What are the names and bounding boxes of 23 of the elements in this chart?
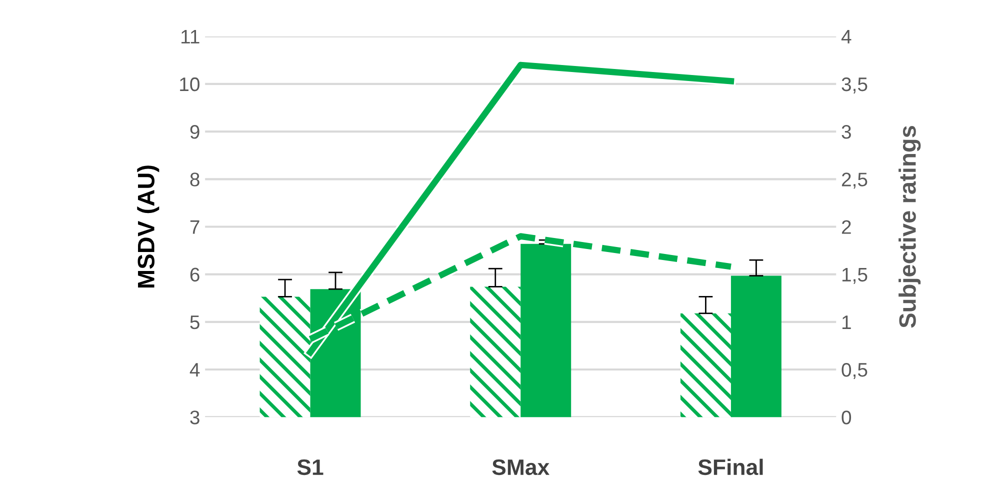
y-tick-label: 8 [190, 172, 200, 186]
y2-tick-label: 0 [842, 410, 852, 424]
y2-tick-label: 2,5 [842, 172, 868, 189]
y-axis-title: MSDV (AU) [137, 166, 160, 288]
y2-tick-label: 0,5 [842, 362, 868, 380]
y-tick-label: 9 [190, 125, 200, 139]
x-tick-label: S1 [297, 459, 324, 476]
y2-tick-label: 1,5 [842, 268, 868, 284]
y2-tick-label: 2 [842, 220, 851, 234]
y-tick-label: 6 [190, 268, 200, 282]
y2-tick-label: 4 [841, 30, 852, 44]
x-tick-label: SFinal [698, 458, 763, 476]
y-tick-label: 11 [182, 30, 200, 44]
y2-axis-title: Subjective ratings [898, 126, 921, 328]
y2-tick-label: 3 [842, 125, 851, 139]
y-tick-label: 4 [190, 363, 200, 377]
y2-tick-label: 1 [842, 316, 851, 329]
y-tick-label: 3 [190, 410, 200, 424]
x-tick-label: SMax [492, 459, 550, 476]
y2-tick-label: 3,5 [842, 77, 868, 94]
y-tick-label: 5 [190, 316, 200, 330]
y-tick-label: 7 [190, 220, 200, 234]
y-tick-label: 10 [180, 77, 200, 92]
